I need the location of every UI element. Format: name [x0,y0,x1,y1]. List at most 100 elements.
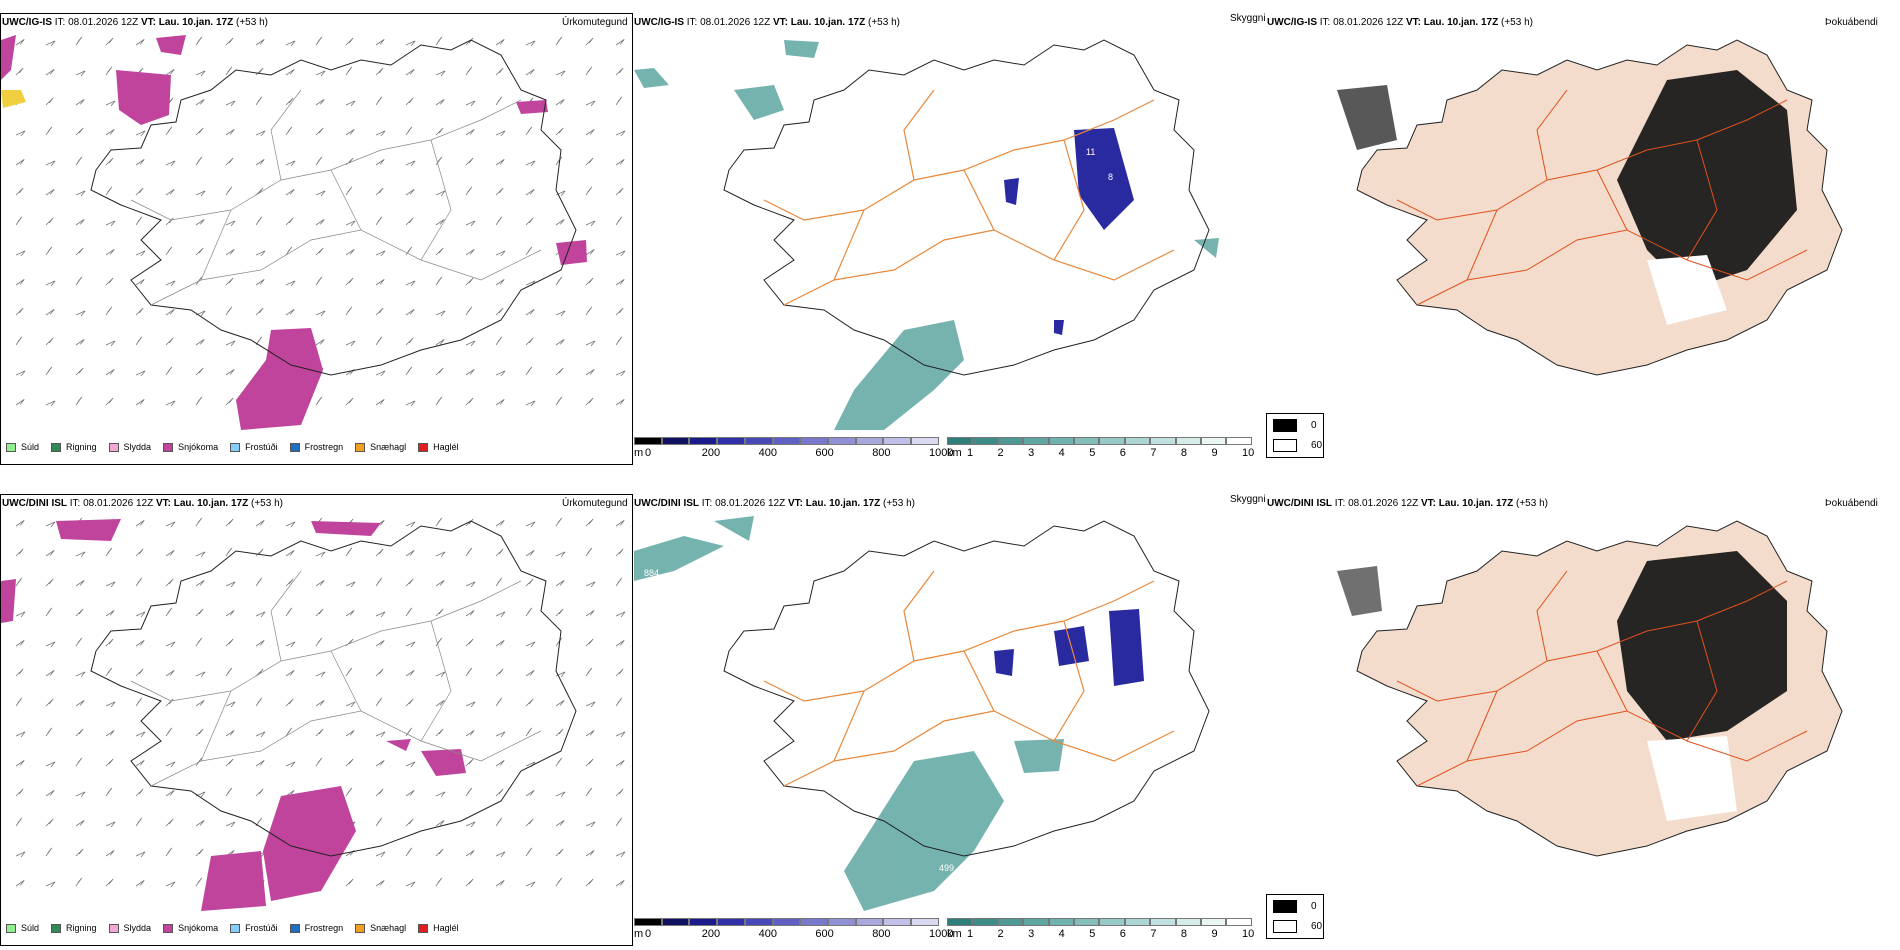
wind-barb [435,276,443,286]
colorbar-tick: 200 [701,447,721,459]
wind-barb [135,668,144,677]
map-value: 499 [939,863,954,873]
wind-barb [585,306,593,316]
wind-barb [225,638,234,647]
wind-barb [375,697,383,707]
wind-barb [465,369,475,376]
fog-dark [1337,70,1797,290]
wind-barb [435,339,445,346]
wind-barb [405,727,413,737]
wind-barb [495,817,503,827]
colorbar-segment [911,918,939,926]
wind-barb [615,96,623,106]
wind-barb [165,847,173,857]
wind-barb [345,186,353,196]
wind-barb [495,96,503,106]
vis-title: Skyggni [1230,494,1266,505]
wind-barb [375,788,384,797]
wind-barb [435,671,446,678]
navy-height [994,609,1144,686]
wind-barb [135,697,143,707]
road-line [130,570,542,787]
colorbar-segment [855,918,884,926]
wind-barb [435,247,444,256]
colorbar-segment [947,437,973,445]
wind-barb [465,878,474,887]
wind-barb [105,667,113,677]
colorbar-tick: 6 [1119,928,1126,940]
wind-barb [345,878,354,887]
wind-barb [45,818,54,827]
wind-barb [285,126,293,136]
wind-barb [165,521,176,528]
wind-barb [105,878,114,887]
wind-barb [465,66,473,76]
legend-swatch [51,442,62,452]
wind-barb [345,758,354,767]
wind-barb [405,578,414,587]
wind-barbs [15,36,626,407]
wind-barb [225,186,233,196]
precip-map [1,517,626,911]
wind-barb [285,607,293,617]
fog-legend-item: 0 [1273,419,1317,432]
wind-barb [405,189,415,196]
wind-barb [315,99,325,106]
legend-swatch [418,442,429,452]
wind-barb [15,250,26,257]
wind-barb [555,36,563,46]
wind-barb [495,159,505,166]
wind-barb [225,129,235,136]
wind-barb [165,309,175,316]
wind-barb [615,640,625,647]
wind-barb [555,848,564,857]
vt-label: VT: [787,498,803,509]
wind-barb [225,547,233,557]
wind-barb [15,187,24,196]
wind-barb [465,701,476,708]
wind-barb [195,99,205,106]
wind-barb [315,728,324,737]
iceland-outline [723,520,1210,857]
wind-barb [525,847,533,857]
wind-barb [585,581,596,588]
fog-legend-item: 60 [1273,920,1322,933]
colorbar-unit: m [634,447,644,459]
ptype-legend-item: Frostregn [289,923,343,933]
wind-barb [165,280,176,287]
wind-barb [405,160,416,167]
wind-barb [585,100,596,107]
wind-barb [435,517,443,527]
fog-header: UWC/IG-IS IT: 08.01.2026 12Z VT: Lau. 10… [1267,17,1533,28]
colorbar-segment [1023,437,1049,445]
wind-barb [105,787,113,797]
roads [1396,570,1808,787]
ptype-legend-item: Snæhagl [355,923,406,933]
wind-barb [465,186,473,196]
wind-barb [285,160,296,167]
wind-barb [345,129,355,136]
wind-barb [255,697,263,707]
legend-label: Rigning [66,442,97,452]
wind-barb [315,36,323,46]
wind-barb [615,731,626,738]
wind-barb [495,851,506,858]
wind-barb [525,550,535,557]
wind-barb [15,67,24,76]
wind-barb [375,159,385,166]
wind-barb [195,580,205,587]
wind-barb [585,701,596,708]
wind-barb [255,611,266,618]
wind-barb [465,340,476,347]
wind-barb [15,851,26,858]
wind-barb [585,157,594,166]
iceland-outline [90,39,577,376]
wind-barb [465,547,473,557]
wind-barb [525,337,534,346]
colorbar-tick: 9 [1211,928,1218,940]
wind-barb [435,70,446,77]
wind-barb [255,67,264,76]
legend-label: Súld [21,923,40,933]
wind-barb [315,700,325,707]
wind-barb [555,820,565,827]
